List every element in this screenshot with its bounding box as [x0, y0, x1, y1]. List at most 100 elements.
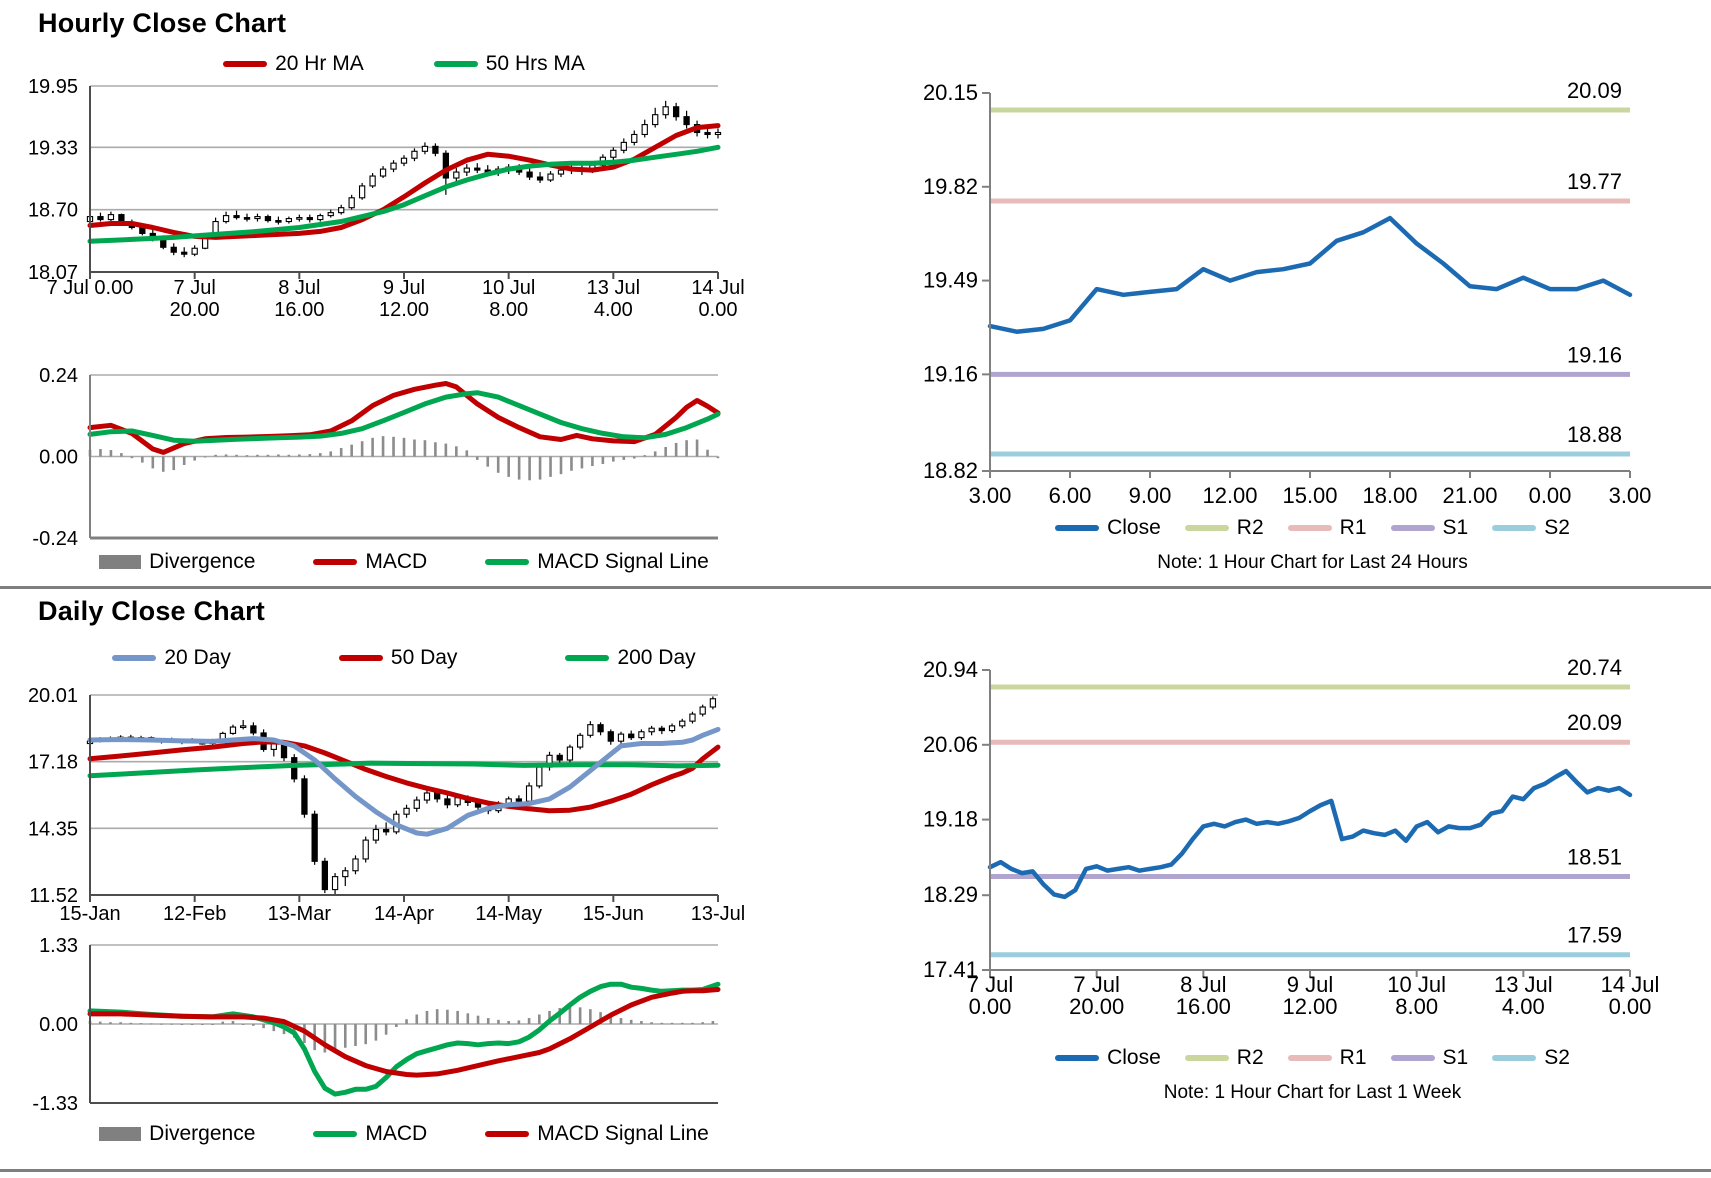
- x-axis-label: 14-May: [475, 903, 542, 925]
- divergence-bar: [392, 436, 395, 457]
- divergence-bar: [456, 1010, 459, 1024]
- x-axis-label: 4.00: [1502, 994, 1545, 1019]
- hourly-section-title: Hourly Close Chart: [38, 8, 287, 38]
- hourly-pivot-legend: Close R2 R1 S1 S2: [990, 516, 1635, 540]
- pivot-value-r2: 20.74: [1567, 655, 1622, 680]
- weekly-pivot-legend: Close R2 R1 S1 S2: [990, 1046, 1635, 1070]
- line-swatch-icon: [1184, 525, 1229, 531]
- legend-label: R1: [1339, 516, 1367, 539]
- x-axis-label: 15-Jan: [59, 903, 120, 925]
- x-axis-label: 8 Jul: [278, 277, 320, 299]
- divergence-bar: [413, 439, 416, 457]
- legend-item-r2: R2: [1184, 1046, 1264, 1070]
- candle-body: [515, 798, 523, 802]
- close-line: [987, 768, 1633, 900]
- candle-body: [413, 799, 420, 809]
- divergence-bar: [674, 442, 678, 457]
- candle-body: [662, 106, 669, 116]
- legend-item-close: Close: [1055, 516, 1161, 540]
- legend-item-50-day: 50 Day: [338, 646, 457, 670]
- x-axis-label: 13 Jul: [587, 277, 640, 299]
- divergence-bar: [323, 1024, 327, 1053]
- x-axis-label: 14-Apr: [374, 903, 434, 925]
- candle-body: [317, 215, 324, 221]
- candle-body: [536, 766, 543, 787]
- bar-swatch-icon: [99, 555, 142, 569]
- legend-item-s2: S2: [1492, 516, 1570, 540]
- divergence-bar: [231, 1021, 235, 1024]
- divergence-bar: [329, 451, 333, 457]
- series-line-20-day: [87, 726, 721, 837]
- hourly-note: Note: 1 Hour Chart for Last 24 Hours: [1157, 552, 1468, 573]
- x-axis-label: 0.00: [699, 299, 738, 321]
- legend-label: MACD: [365, 1122, 428, 1145]
- y-axis-label: 17.18: [28, 752, 78, 774]
- divergence-bar: [109, 1022, 112, 1024]
- divergence-bar: [298, 454, 301, 457]
- x-axis-label: 0.00: [1609, 994, 1652, 1019]
- divergence-bar: [395, 1024, 398, 1027]
- hourly-macd-chart: 0.24 0.00 -0.24: [32, 365, 721, 550]
- legend-item-20-hr-ma: 20 Hr MA: [223, 52, 364, 76]
- divergence-bar: [660, 1022, 664, 1024]
- daily-price-legend: 20 Day 50 Day 200 Day: [90, 646, 718, 670]
- series-line-macd-signal-line: [87, 390, 721, 444]
- candle-body: [229, 726, 237, 734]
- divergence-bar: [695, 439, 699, 457]
- candle-body: [382, 828, 390, 833]
- line-swatch-icon: [485, 559, 530, 565]
- candle-body: [191, 247, 198, 255]
- candle-body: [400, 157, 408, 164]
- x-axis-label: 7 Jul: [1073, 972, 1119, 997]
- x-axis-label: 12-Feb: [163, 903, 226, 925]
- divergence-bar: [434, 442, 437, 457]
- x-axis-label: 7 Jul: [174, 277, 216, 299]
- line-swatch-icon: [1390, 1055, 1435, 1061]
- line-swatch-icon: [565, 655, 610, 661]
- divergence-bar: [405, 1019, 408, 1024]
- legend-item-divergence: Divergence: [99, 1122, 255, 1146]
- y-axis-label: 20.94: [923, 657, 978, 682]
- candle-body: [474, 167, 481, 171]
- line-swatch-icon: [1287, 525, 1332, 531]
- candle-body: [610, 149, 617, 158]
- candle-body: [587, 724, 594, 736]
- candle-body: [254, 216, 261, 220]
- divergence-bar: [549, 456, 552, 477]
- candle-body: [338, 207, 345, 214]
- line-swatch-icon: [433, 61, 478, 67]
- candle-body: [648, 727, 655, 733]
- candle-body: [689, 713, 696, 722]
- legend-item-divergence: Divergence: [99, 550, 255, 574]
- y-axis-label: 14.35: [28, 818, 78, 840]
- divergence-bar: [130, 456, 134, 459]
- divergence-bar: [384, 1024, 388, 1035]
- divergence-bar: [711, 1021, 715, 1024]
- divergence-bar: [716, 456, 720, 459]
- x-axis-label: 3.00: [969, 483, 1012, 508]
- divergence-bar: [252, 1024, 255, 1026]
- divergence-bar: [527, 1018, 531, 1024]
- divergence-bar: [475, 456, 479, 460]
- divergence-bar: [559, 456, 563, 475]
- candle-body: [233, 215, 240, 219]
- candle-body: [421, 145, 429, 152]
- y-axis-label: 11.52: [29, 885, 78, 907]
- legend-label: R1: [1339, 1046, 1367, 1069]
- y-axis-label: 19.16: [923, 361, 978, 386]
- divergence-bar: [245, 455, 249, 457]
- x-axis-label: 15-Jun: [583, 903, 644, 925]
- divergence-bar: [476, 1015, 480, 1024]
- divergence-bar: [465, 450, 469, 457]
- divergence-bar: [497, 1019, 500, 1024]
- candle-body: [240, 725, 247, 729]
- candle-body: [683, 116, 690, 126]
- pivot-value-s2: 17.59: [1567, 923, 1622, 948]
- x-axis-label: 21.00: [1442, 483, 1497, 508]
- divergence-bar: [139, 1023, 143, 1025]
- divergence-bar: [98, 1021, 102, 1024]
- divergence-bar: [214, 454, 217, 457]
- divergence-bar: [190, 1024, 194, 1025]
- divergence-bar: [444, 443, 448, 457]
- candle-body: [434, 792, 441, 800]
